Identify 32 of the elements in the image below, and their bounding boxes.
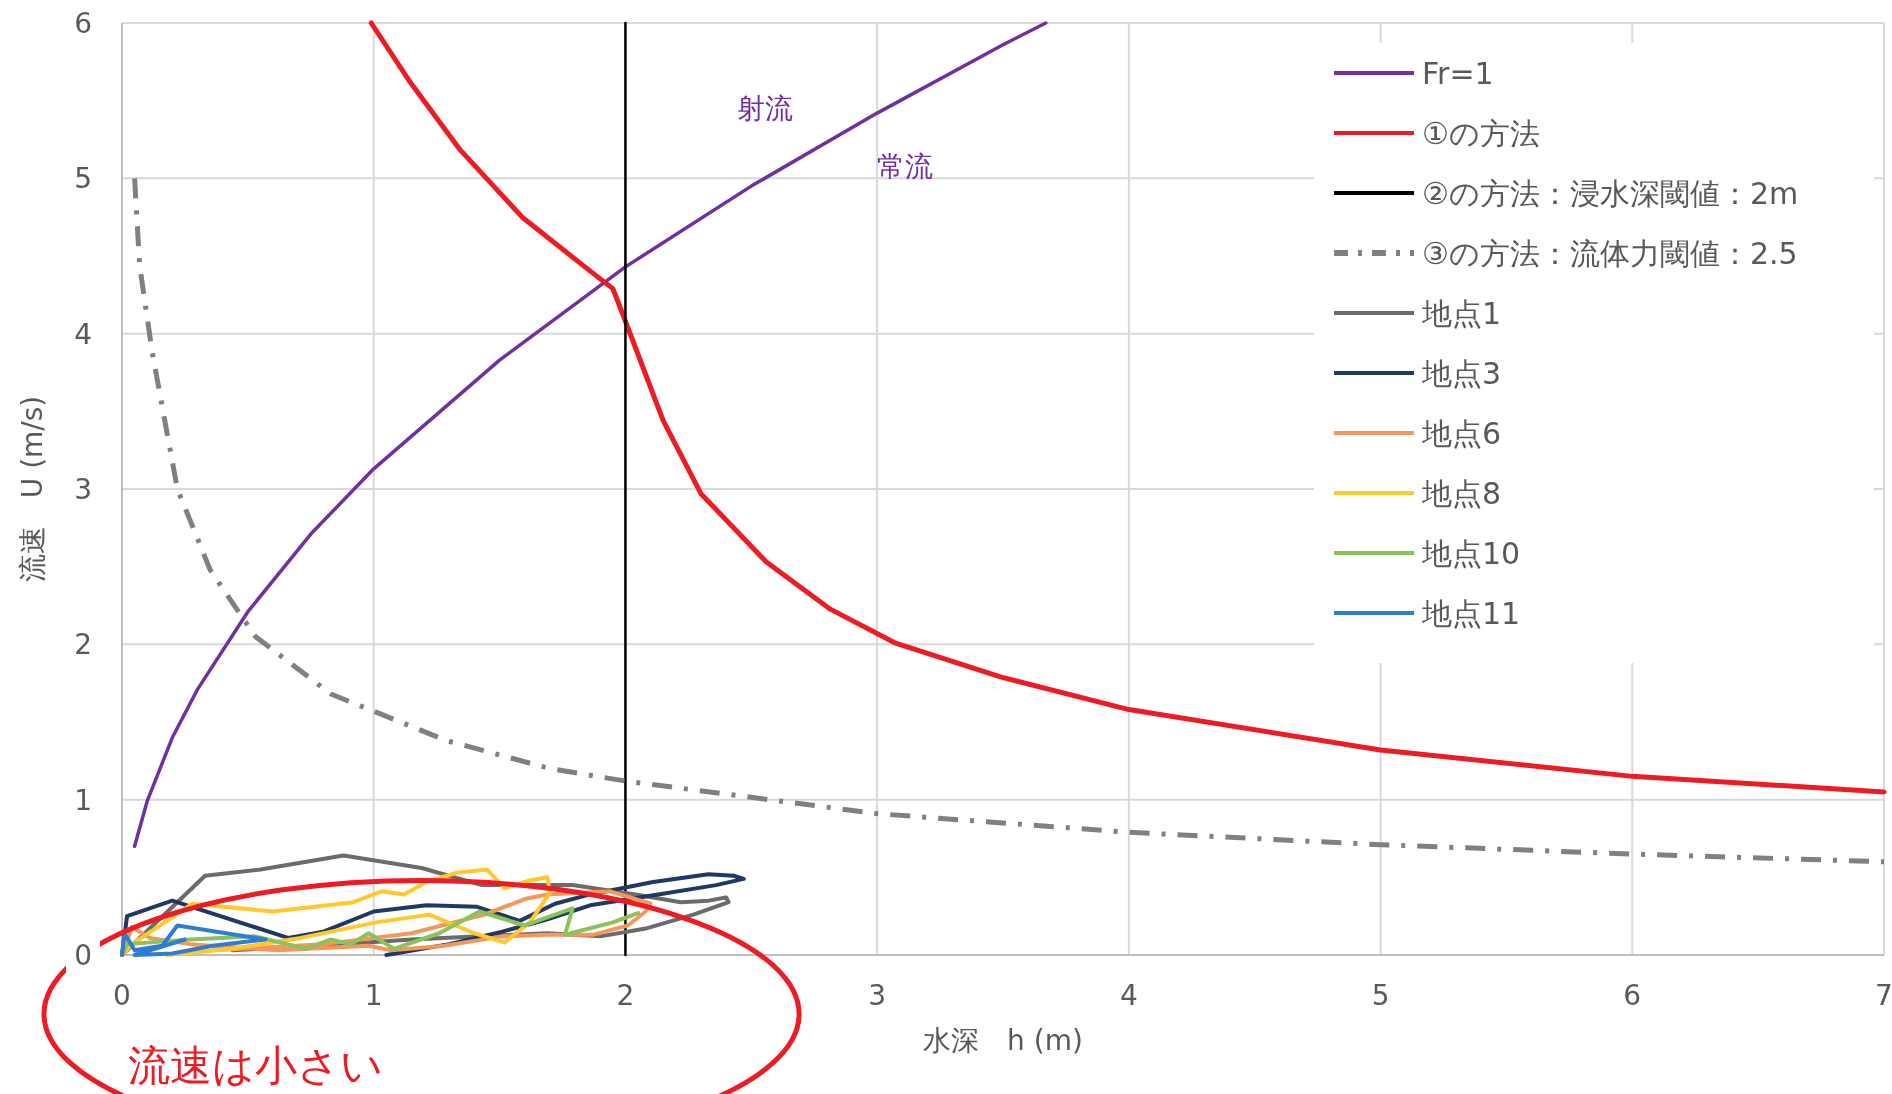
x-axis-title: 水深 h (m) xyxy=(923,1024,1083,1057)
legend-label: 地点6 xyxy=(1421,416,1502,451)
legend-label: Fr=1 xyxy=(1422,56,1494,91)
y-tick-label: 5 xyxy=(74,162,92,196)
y-tick-label: 1 xyxy=(74,783,92,817)
x-tick-label: 5 xyxy=(1371,979,1390,1012)
x-tick-label: 2 xyxy=(616,979,635,1012)
legend-label: 地点3 xyxy=(1421,356,1502,391)
line-series xyxy=(120,923,268,957)
x-tick-label: 7 xyxy=(1875,979,1892,1012)
x-tick-label: 3 xyxy=(868,979,887,1012)
annotation: 射流 xyxy=(737,92,793,125)
y-tick-label: 6 xyxy=(74,7,92,40)
y-tick-label: 4 xyxy=(74,317,92,351)
x-tick-label: 4 xyxy=(1119,979,1138,1012)
legend-label: ①の方法 xyxy=(1422,116,1540,151)
legend-label: 地点8 xyxy=(1421,476,1502,511)
y-tick-label: 0 xyxy=(74,939,92,972)
x-tick-label: 0 xyxy=(113,979,131,1012)
y-tick-label: 3 xyxy=(74,473,92,506)
annotation: 常流 xyxy=(877,150,933,183)
line-series xyxy=(132,21,1048,849)
legend-label: 地点11 xyxy=(1421,596,1521,631)
legend-label: 地点10 xyxy=(1421,536,1521,571)
y-axis-title: 流速 U (m/s) xyxy=(16,395,49,583)
legend-label: ②の方法：浸水深閾値：2m xyxy=(1422,176,1799,211)
legend-label: 地点1 xyxy=(1421,296,1502,331)
x-tick-label: 6 xyxy=(1623,979,1642,1012)
y-tick-label: 2 xyxy=(74,628,92,662)
legend-label: ③の方法：流体力閾値：2.5 xyxy=(1422,236,1798,271)
text: 流速は小さい xyxy=(128,1041,383,1090)
x-tick-label: 1 xyxy=(364,979,383,1012)
